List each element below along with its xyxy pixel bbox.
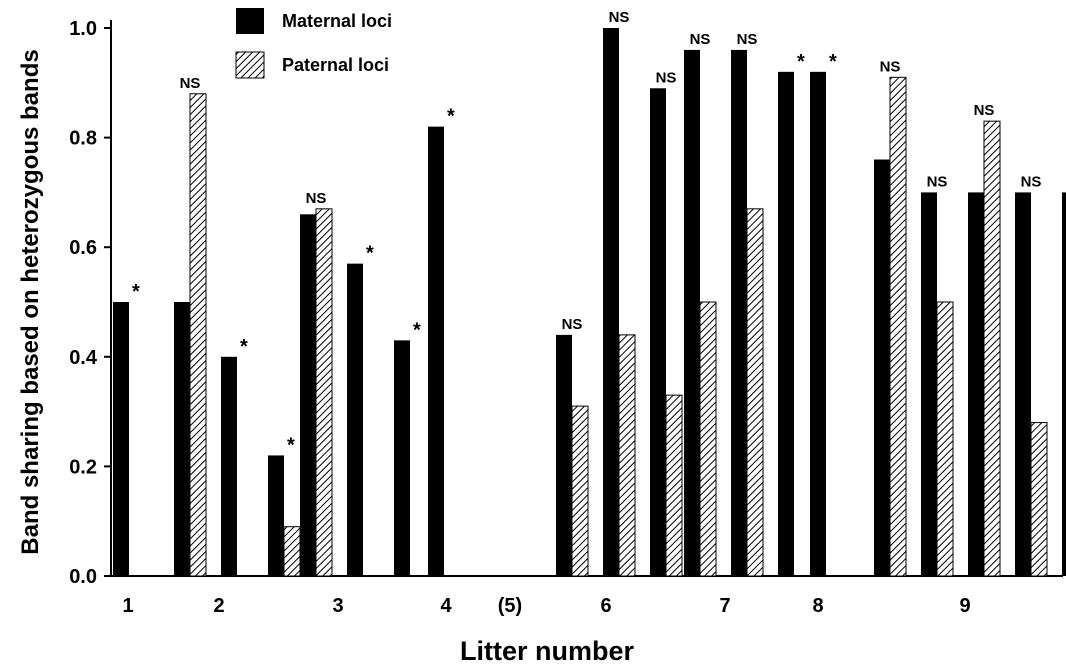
bar-maternal [556,334,572,576]
bar-maternal [1062,192,1066,576]
bar-maternal [428,126,444,576]
x-tick-label: 8 [812,595,823,617]
bar-maternal [778,71,794,576]
y-tick-label: 0.6 [69,237,97,259]
legend-swatch-paternal [235,51,265,79]
significance-label: * [132,281,140,303]
significance-label: NS [690,31,711,48]
bar-maternal [874,159,890,576]
significance-label: NS [880,58,901,75]
significance-label: * [240,336,248,358]
significance-label: NS [1021,173,1042,190]
legend: Maternal loci Paternal loci [235,8,392,79]
bar-maternal [603,28,619,576]
bar-maternal [113,302,129,576]
x-tick-label: 6 [600,595,611,617]
bar-maternal [968,192,984,576]
y-tick-label: 1.0 [69,18,97,40]
bar-maternal [347,263,363,576]
significance-label: NS [737,31,758,48]
bar-maternal [684,49,700,577]
significance-label: * [829,51,837,73]
significance-label: * [287,434,295,456]
bar-paternal [665,394,683,577]
y-tick-label: 0.8 [69,128,97,150]
y-axis-title: Band sharing based on heterozygous bands [17,49,44,554]
x-tick-label: 2 [213,595,224,617]
bar-paternal [746,208,764,577]
bar-paternal [983,120,1001,577]
x-tick-label: 1 [122,595,133,617]
significance-label: NS [656,69,677,86]
bar-paternal [618,334,636,577]
significance-label: NS [974,102,995,119]
x-tick-label: 7 [719,595,730,617]
bar-maternal [221,356,237,576]
significance-label: NS [927,173,948,190]
bar-maternal [394,340,410,576]
significance-label: NS [306,190,327,207]
bar-maternal [174,302,190,576]
bar-paternal [283,526,301,577]
legend-label-maternal: Maternal loci [282,11,392,31]
bar-paternal [699,301,717,577]
bar-paternal [936,301,954,577]
significance-label: NS [180,75,201,92]
bar-paternal [1030,422,1048,577]
significance-label: * [447,106,455,128]
bar-paternal [189,93,207,577]
bar-paternal [889,76,907,577]
significance-label: NS [609,9,630,26]
bars [113,28,1066,577]
x-axis-title: Litter number [460,636,635,666]
significance-label: * [413,319,421,341]
significance-label: NS [562,316,583,333]
legend-label-paternal: Paternal loci [282,55,389,75]
significance-label: * [797,51,805,73]
bar-paternal [571,405,589,577]
y-tick-label: 0.0 [69,566,97,588]
bar-paternal [315,208,333,577]
x-tick-label: 9 [959,595,970,617]
x-tick-label: 4 [440,595,452,617]
legend-swatch-maternal [236,8,264,34]
x-tick-label: 3 [332,595,343,617]
bar-maternal [268,455,284,576]
x-tick-label: (5) [498,595,522,617]
bar-maternal [1015,192,1031,576]
bar-maternal [921,192,937,576]
significance-label: * [366,243,374,265]
y-tick-label: 0.2 [69,456,97,478]
bar-maternal [731,49,747,577]
y-tick-label: 0.4 [69,347,98,369]
bar-maternal [650,88,666,576]
bar-maternal [300,214,316,576]
bar-maternal [810,71,826,576]
